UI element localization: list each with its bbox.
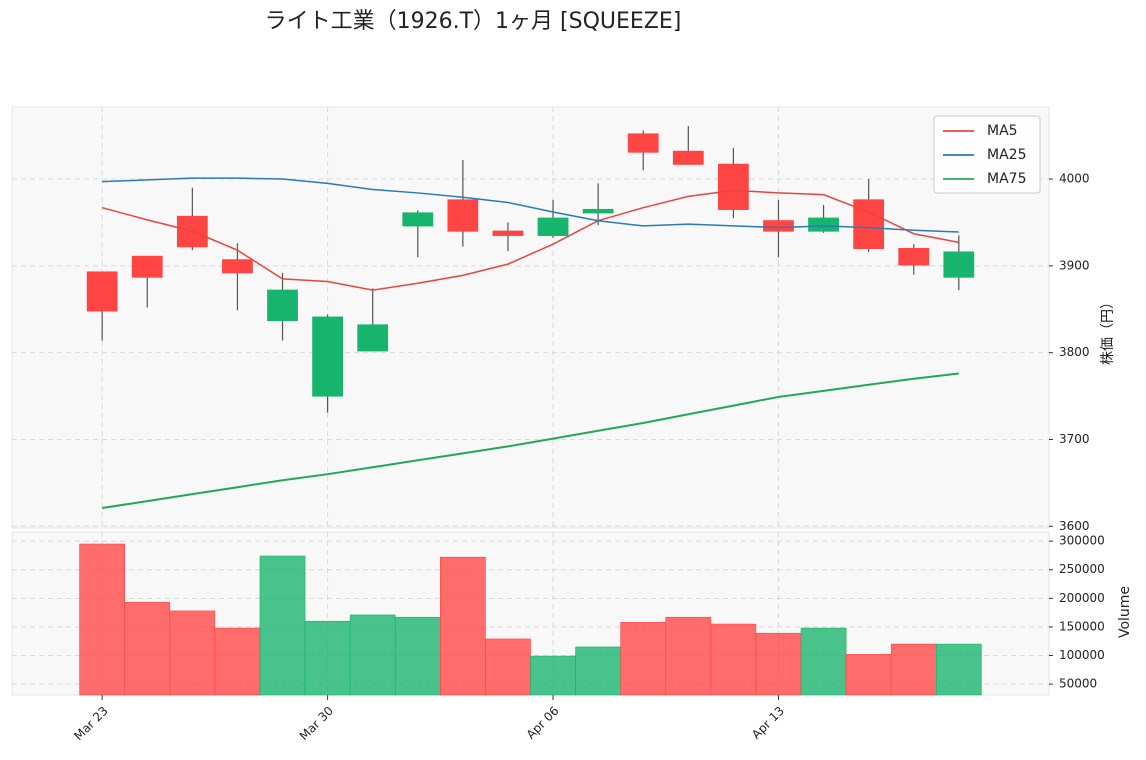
volume-bar bbox=[620, 622, 667, 696]
candle-body bbox=[898, 247, 930, 266]
candle-body bbox=[582, 208, 614, 214]
candle-body bbox=[808, 217, 839, 232]
candle-body bbox=[718, 163, 749, 210]
volume-bar bbox=[214, 627, 261, 696]
y-tick-label: 3700 bbox=[1059, 432, 1090, 446]
legend-box bbox=[933, 115, 1041, 194]
legend-label: MA75 bbox=[987, 171, 1026, 187]
volume-bar bbox=[890, 643, 937, 696]
price-panel bbox=[11, 106, 1050, 529]
x-tick-label: Mar 23 bbox=[71, 704, 110, 743]
volume-tick-label: 50000 bbox=[1059, 677, 1097, 691]
chart-title: ライト工業（1926.T）1ヶ月 [SQUEEZE] bbox=[265, 9, 682, 34]
volume-bar bbox=[79, 543, 126, 696]
volume-bar bbox=[710, 623, 757, 696]
candle-body bbox=[357, 324, 389, 352]
x-tick-label: Apr 13 bbox=[749, 704, 787, 742]
volume-bar bbox=[304, 620, 351, 696]
ma-line bbox=[102, 372, 959, 510]
candle-body bbox=[627, 133, 659, 153]
volume-tick-label: 250000 bbox=[1059, 562, 1105, 576]
ma-line bbox=[101, 189, 959, 291]
volume-bar bbox=[755, 632, 802, 696]
volume-tick-label: 300000 bbox=[1059, 534, 1105, 548]
volume-bar bbox=[485, 638, 531, 696]
candle-body bbox=[267, 289, 298, 322]
legend: MA5 MA25 MA75 bbox=[933, 115, 1041, 194]
y-tick-label: 3600 bbox=[1059, 519, 1090, 533]
legend-label: MA25 bbox=[987, 147, 1026, 163]
y-axis-label: 株価（円） bbox=[1100, 295, 1116, 365]
x-tick-label: Apr 06 bbox=[524, 704, 562, 742]
volume-bar bbox=[349, 614, 396, 696]
x-tick-label: Mar 30 bbox=[297, 704, 336, 743]
candle-body bbox=[763, 220, 794, 232]
volume-bar bbox=[845, 654, 892, 696]
legend-label: MA5 bbox=[987, 123, 1018, 139]
candle-body bbox=[222, 259, 253, 274]
candle-body bbox=[86, 271, 118, 312]
candle-body bbox=[853, 199, 885, 249]
volume-tick-label: 150000 bbox=[1059, 619, 1105, 633]
volume-bar bbox=[124, 602, 171, 696]
candle-body bbox=[537, 217, 569, 236]
candle-body bbox=[402, 212, 434, 227]
volume-tick-label: 100000 bbox=[1059, 648, 1105, 662]
volume-bar bbox=[169, 610, 216, 696]
y-tick-label: 4000 bbox=[1059, 172, 1090, 186]
volume-bar bbox=[440, 556, 486, 696]
y-tick-label: 3800 bbox=[1059, 345, 1090, 359]
volume-bar bbox=[935, 643, 982, 696]
candle-body bbox=[131, 255, 163, 278]
candle-body bbox=[672, 150, 704, 165]
y-tick-label: 3900 bbox=[1059, 258, 1090, 272]
candle-body bbox=[492, 230, 524, 236]
volume-bar bbox=[259, 555, 306, 696]
volume-bar bbox=[575, 646, 621, 696]
candle-body bbox=[447, 199, 479, 232]
volume-bar bbox=[530, 655, 576, 696]
volume-bar bbox=[800, 627, 847, 696]
ma-line bbox=[102, 177, 959, 233]
volume-bar bbox=[665, 616, 712, 696]
volume-bar bbox=[394, 616, 441, 696]
candle-body bbox=[943, 251, 975, 278]
candle-body bbox=[312, 316, 343, 397]
volume-axis-label: Volume bbox=[1117, 586, 1133, 638]
volume-tick-label: 200000 bbox=[1059, 591, 1105, 605]
